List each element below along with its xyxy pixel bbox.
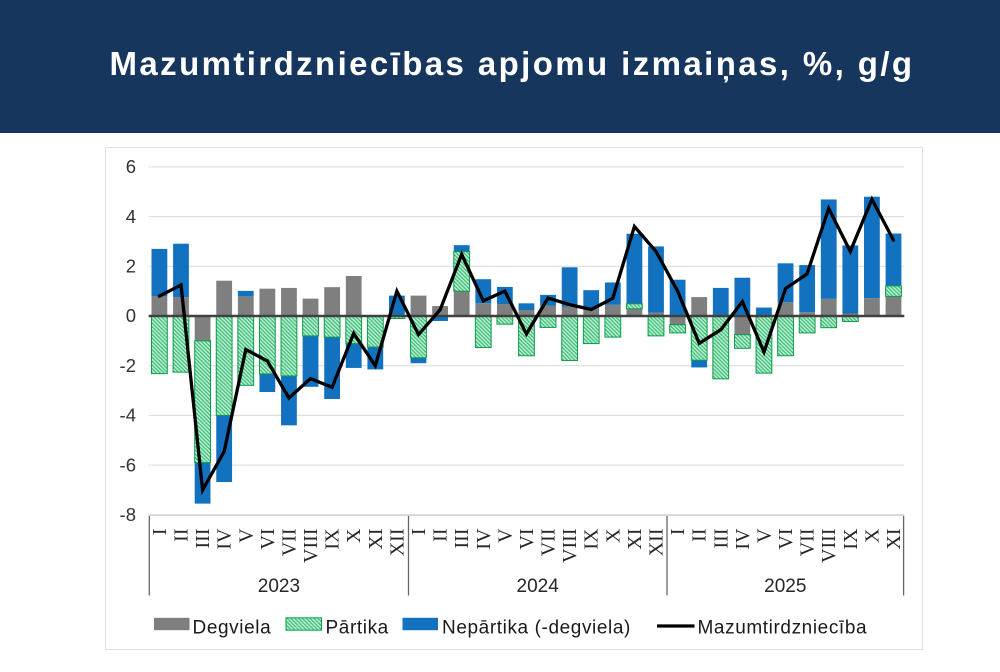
svg-text:2: 2 bbox=[126, 256, 136, 277]
svg-text:Degviela: Degviela bbox=[193, 618, 272, 639]
svg-text:II: II bbox=[171, 529, 193, 542]
svg-text:Mazumtirdzniecības apjomu izma: Mazumtirdzniecības apjomu izmaiņas, %, g… bbox=[110, 45, 915, 82]
svg-text:IV: IV bbox=[214, 528, 236, 550]
svg-text:VII: VII bbox=[538, 529, 560, 557]
svg-text:2025: 2025 bbox=[764, 576, 806, 597]
svg-text:IX: IX bbox=[322, 528, 344, 550]
svg-text:VI: VI bbox=[775, 529, 797, 550]
svg-text:VII: VII bbox=[278, 529, 300, 557]
svg-text:I: I bbox=[149, 529, 171, 536]
svg-text:IV: IV bbox=[473, 528, 495, 550]
svg-text:IX: IX bbox=[581, 528, 603, 550]
svg-text:0: 0 bbox=[126, 305, 136, 326]
svg-text:-4: -4 bbox=[120, 405, 136, 426]
svg-text:4: 4 bbox=[126, 206, 136, 227]
svg-text:I: I bbox=[408, 529, 430, 536]
svg-text:II: II bbox=[430, 529, 452, 542]
svg-text:-2: -2 bbox=[120, 355, 136, 376]
svg-text:XI: XI bbox=[365, 529, 387, 550]
svg-text:I: I bbox=[667, 529, 689, 536]
svg-text:XI: XI bbox=[883, 529, 905, 550]
svg-text:X: X bbox=[861, 528, 883, 543]
svg-text:XII: XII bbox=[386, 529, 408, 557]
svg-text:IX: IX bbox=[840, 528, 862, 550]
svg-text:VII: VII bbox=[797, 529, 819, 557]
svg-text:VIII: VIII bbox=[559, 529, 581, 563]
svg-text:Nepārtika (-degviela): Nepārtika (-degviela) bbox=[442, 618, 631, 639]
svg-text:XII: XII bbox=[646, 529, 668, 557]
svg-text:IV: IV bbox=[732, 528, 754, 550]
svg-text:VIII: VIII bbox=[300, 529, 322, 563]
svg-text:Mazumtirdzniecība: Mazumtirdzniecība bbox=[698, 618, 868, 639]
svg-text:V: V bbox=[235, 528, 257, 543]
svg-text:-6: -6 bbox=[120, 454, 136, 475]
svg-text:XI: XI bbox=[624, 529, 646, 550]
svg-text:X: X bbox=[343, 528, 365, 543]
svg-text:6: 6 bbox=[126, 156, 136, 177]
svg-text:III: III bbox=[451, 529, 473, 549]
svg-text:X: X bbox=[602, 528, 624, 543]
svg-text:II: II bbox=[689, 529, 711, 542]
svg-text:2024: 2024 bbox=[517, 576, 560, 597]
svg-text:2023: 2023 bbox=[258, 576, 300, 597]
svg-text:Pārtika: Pārtika bbox=[326, 618, 389, 639]
svg-text:III: III bbox=[192, 529, 214, 549]
svg-text:-8: -8 bbox=[120, 504, 136, 525]
svg-text:VI: VI bbox=[257, 529, 279, 550]
svg-text:V: V bbox=[754, 528, 776, 543]
svg-text:III: III bbox=[710, 529, 732, 549]
svg-text:VI: VI bbox=[516, 529, 538, 550]
svg-text:V: V bbox=[494, 528, 516, 543]
svg-text:VIII: VIII bbox=[818, 529, 840, 563]
